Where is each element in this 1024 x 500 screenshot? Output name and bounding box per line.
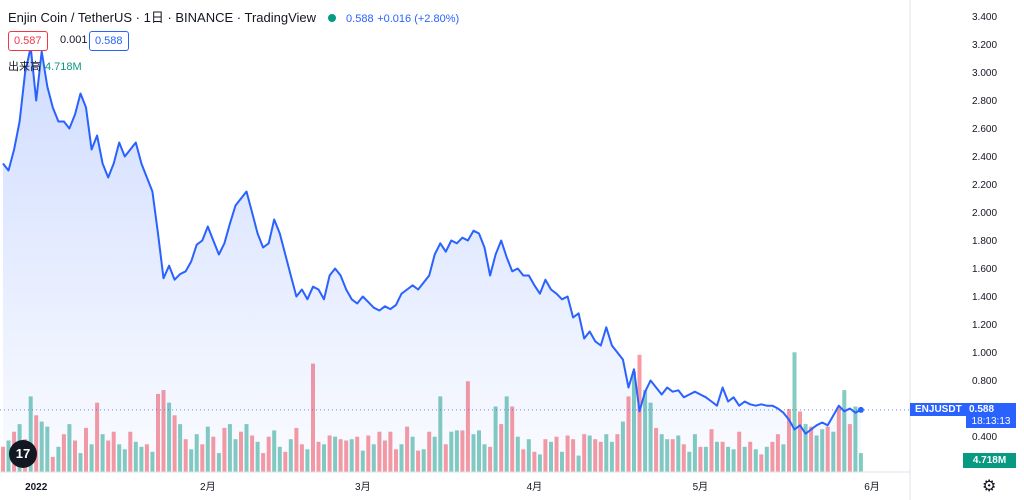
volume-tag: 4.718M [963,453,1016,468]
price-tick-label: 2.000 [972,208,997,219]
price-tick-label: 2.600 [972,124,997,135]
price-tick-label: 2.400 [972,152,997,163]
time-axis[interactable]: 20222月3月4月5月6月7月 [25,481,1024,493]
volume-label: 出来高 [8,61,41,73]
market-status-icon [328,14,337,23]
price-area [3,47,861,473]
time-tick-label: 3月 [355,481,371,493]
gear-icon[interactable]: ⚙ [982,478,997,495]
price-line [2,46,862,435]
symbol-title[interactable]: Enjin Coin / TetherUS · 1日 · BINANCE · T… [8,10,317,25]
volume-legend[interactable]: 出来高 4.718M [8,58,82,74]
volume-bar [792,352,797,472]
tradingview-logo-icon[interactable]: 17 [9,440,37,468]
bar-countdown: 18:13:13 [966,416,1016,428]
price-tick-label: 1.800 [972,236,997,247]
price-tick-label: 1.600 [972,264,997,275]
last-price-dot [857,406,864,413]
symbol-tag-price: 0.588 [969,404,995,415]
time-tick-label: 6月 [864,481,880,493]
price-change: +0.016 (+2.80%) [377,13,460,25]
price-tick-label: 2.200 [972,180,997,191]
spread-value: 0.001 [55,31,93,49]
price-tick-label: 3.000 [972,68,997,79]
price-tick-label: 3.200 [972,40,997,51]
volume-value: 4.718M [45,61,82,73]
time-tick-label: 2月 [200,481,216,493]
symbol-tag-label: ENJUSDT [915,404,962,415]
time-tick-label: 4月 [527,481,543,493]
symbol-price-tag: ENJUSDT 0.588 [910,403,1016,416]
price-tick-label: 1.400 [972,292,997,303]
bid-price-button[interactable]: 0.587 [8,31,48,51]
price-axis[interactable]: 3.400 3.200 3.000 2.800 2.600 2.400 2.200 2.000… [972,12,997,443]
last-price: 0.588 [346,13,374,25]
time-tick-label: 5月 [693,481,709,493]
chart-header: Enjin Coin / TetherUS · 1日 · BINANCE · T… [8,7,459,26]
price-tick-label: 0.800 [972,376,997,387]
ask-price-button[interactable]: 0.588 [89,31,129,51]
price-tick-label: 2.800 [972,96,997,107]
time-tick-label: 2022 [25,482,48,493]
price-tick-label: 1.000 [972,348,997,359]
price-tick-label: 0.400 [972,432,997,443]
price-tick-label: 3.400 [972,12,997,23]
price-tick-label: 1.200 [972,320,997,331]
